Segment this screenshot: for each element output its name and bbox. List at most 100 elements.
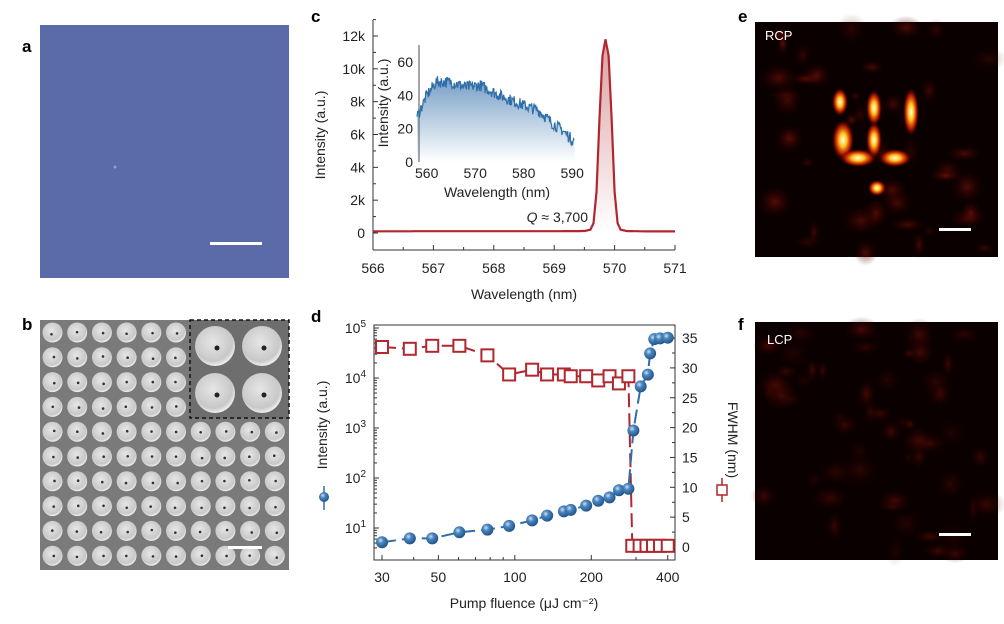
disk-defect [75, 555, 79, 559]
x-tick-label: 30 [374, 569, 390, 585]
y-left-tick-label: 105 [345, 319, 367, 336]
tick-exponent: 5 [360, 319, 366, 330]
disk-defect [150, 430, 153, 433]
panel-b-sem-image [40, 319, 290, 570]
microdisk [215, 520, 236, 541]
disk-defect [101, 331, 105, 335]
microdisk [42, 421, 63, 442]
background-speckle [843, 316, 880, 343]
intensity-point [644, 347, 657, 360]
background-speckle [969, 47, 1004, 71]
intensity-point [592, 494, 605, 507]
scale-bar [210, 242, 262, 245]
microdisk [190, 496, 211, 517]
microdisk [116, 496, 137, 517]
inset-y-tick-label: 20 [397, 121, 413, 137]
intensity-point [641, 368, 654, 381]
inset-y-tick-label: 0 [405, 154, 413, 170]
background-speckle [791, 370, 817, 391]
disk-defect [173, 506, 177, 510]
disk-defect [225, 528, 229, 532]
panel-e-rcp-image: RCP [755, 13, 1004, 266]
disk-defect [248, 479, 251, 482]
disk-defect [224, 430, 228, 433]
microdisk [91, 545, 112, 566]
microdisk [91, 446, 112, 467]
disk-defect [52, 505, 56, 508]
disk-defect [214, 345, 220, 351]
microdisk [141, 347, 162, 368]
background-speckle [919, 77, 939, 104]
fwhm-point [425, 338, 440, 353]
background-speckle [881, 189, 913, 217]
disk-defect [125, 429, 129, 433]
tick-exponent: 2 [360, 469, 366, 480]
background-speckle [780, 322, 820, 344]
fwhm-point [591, 373, 606, 388]
disk-defect [126, 530, 130, 534]
intensity-point [453, 526, 466, 539]
background-speckle [863, 399, 878, 425]
microdisk [42, 347, 63, 368]
background-speckle [793, 41, 812, 68]
background-speckle [825, 511, 843, 542]
fwhm-point [579, 369, 594, 384]
disk-defect [51, 405, 55, 409]
x-tick-label: 50 [431, 569, 447, 585]
microdisk [240, 421, 261, 442]
disk-defect [124, 405, 128, 409]
background-speckle [750, 483, 777, 509]
panel-label-e: e [738, 7, 747, 26]
background-speckle [763, 375, 776, 407]
y-tick-label: 12k [342, 28, 366, 44]
disk-defect [274, 505, 277, 509]
microdisk-zoomed [195, 326, 235, 366]
microdisk [166, 520, 186, 541]
scale-bar [939, 533, 971, 536]
disk-defect [174, 356, 177, 360]
disk-defect [174, 455, 178, 458]
microdisk [240, 496, 261, 517]
disk-defect [150, 528, 154, 532]
intensity-point [564, 503, 577, 516]
background-speckle [922, 223, 936, 238]
microdisk [215, 446, 236, 467]
background-speckle [946, 145, 983, 162]
microdisk [116, 471, 137, 492]
microdisk [166, 496, 186, 517]
panel-a-optical-image [40, 25, 289, 278]
disk-defect [77, 406, 81, 409]
disk-defect [174, 430, 178, 434]
intensity-point [481, 523, 494, 536]
fwhm-point [502, 367, 517, 382]
x-tick-label: 571 [663, 260, 687, 276]
microdisk [91, 421, 112, 442]
fwhm-point [480, 348, 495, 363]
disk-defect [250, 430, 254, 434]
y-right-tick-label: 30 [682, 360, 698, 376]
y-tick-label: 0 [357, 225, 365, 241]
intensity-point [661, 331, 674, 344]
disk-defect [248, 554, 251, 557]
x-tick-label: 200 [580, 569, 604, 585]
disk-defect [52, 381, 56, 385]
disk-defect [150, 455, 154, 458]
intensity-point [526, 514, 539, 527]
disk-defect [50, 332, 53, 336]
microdisk [264, 520, 285, 541]
background-speckle [888, 508, 925, 539]
disk-defect [225, 554, 228, 558]
x-tick-label: 567 [422, 260, 446, 276]
background-speckle [811, 486, 850, 511]
q-value: ≈ 3,700 [538, 209, 589, 225]
inset-y-tick-label: 60 [397, 54, 413, 70]
disk-defect [150, 406, 154, 409]
disk-defect [199, 430, 202, 434]
microdisk [264, 421, 285, 442]
y-axis-label: Intensity (a.u.) [312, 91, 328, 180]
background-speckle [798, 156, 816, 169]
intensity-point [503, 519, 516, 532]
microdisk [91, 520, 112, 541]
y-right-tick-label: 5 [682, 509, 690, 525]
intensity-point [376, 536, 388, 549]
